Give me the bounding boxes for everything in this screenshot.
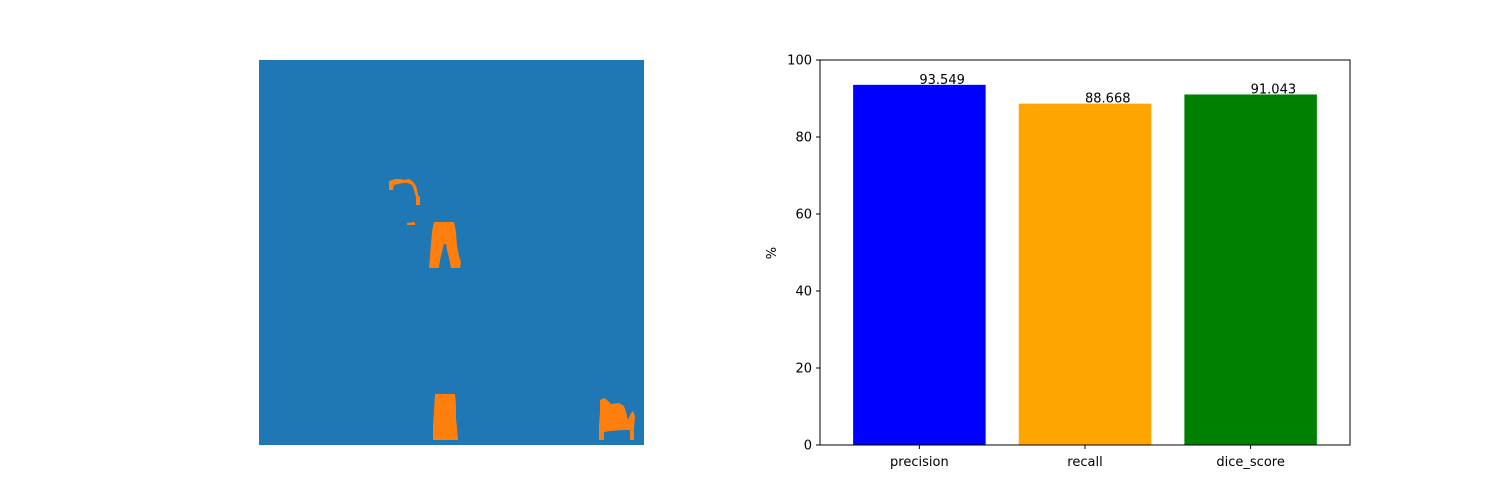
value-label-dice-score: 91.043 [1251, 82, 1297, 97]
bar-chart: 93.549 88.668 91.043 0 20 40 60 80 100 precisio… [765, 54, 1351, 470]
y-tick-label-0: 0 [804, 439, 812, 454]
mask-region-2 [407, 222, 415, 225]
value-label-recall: 88.668 [1085, 92, 1131, 107]
segmentation-mask-image [259, 60, 644, 445]
bar-precision [853, 84, 986, 445]
y-tick-label-40: 40 [795, 285, 812, 300]
value-labels-group: 93.549 88.668 91.043 [919, 73, 1296, 107]
x-axis: precision recall dice_score [890, 445, 1285, 470]
value-label-precision: 93.549 [919, 73, 965, 88]
y-axis: 0 20 40 60 80 100 [787, 54, 820, 454]
mask-region-5 [599, 398, 635, 440]
y-tick-label-20: 20 [795, 362, 812, 377]
mask-region-3 [429, 222, 461, 268]
mask-foreground-regions [389, 179, 635, 440]
x-tick-label-dice-score: dice_score [1216, 455, 1284, 470]
bar-recall [1018, 103, 1152, 445]
y-tick-label-60: 60 [795, 208, 812, 223]
x-tick-label-precision: precision [890, 455, 949, 470]
mask-region-1 [389, 179, 420, 205]
y-tick-label-80: 80 [795, 131, 812, 146]
axes-frame [819, 59, 1351, 446]
x-tick-label-recall: recall [1067, 455, 1102, 470]
y-axis-label: % [765, 247, 780, 259]
y-tick-label-100: 100 [787, 54, 812, 69]
bar-dice-score [1184, 94, 1317, 445]
bars-group [853, 84, 1317, 445]
mask-region-4 [433, 394, 458, 440]
